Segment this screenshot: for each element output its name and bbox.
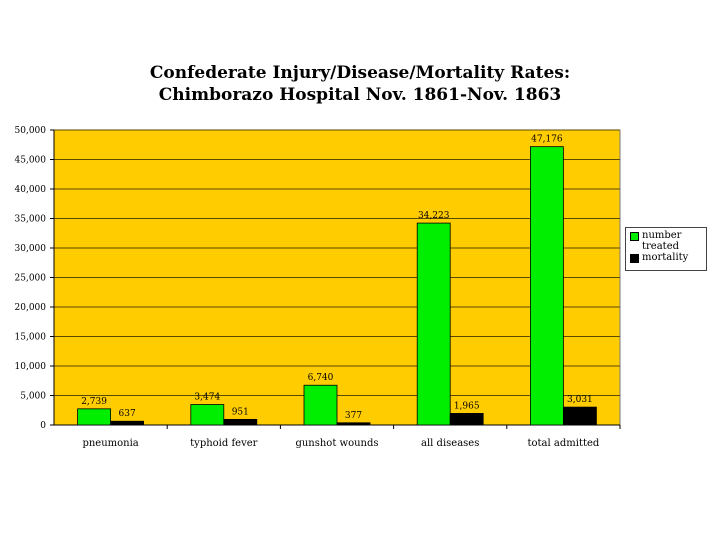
y-tick-label: 25,000 [15,274,47,284]
bar-number-treated [530,146,564,426]
data-label: 47,176 [531,135,563,145]
data-label: 3,031 [567,395,593,405]
legend: number treated mortality [625,227,707,271]
bar-mortality [449,413,484,426]
data-label: 637 [119,409,136,419]
data-label: 1,965 [454,401,480,411]
x-tick-label: typhoid fever [190,438,257,449]
data-label: 377 [345,411,362,421]
legend-item-number-treated: number treated [630,230,706,252]
y-tick-label: 20,000 [15,303,47,313]
legend-label: number treated [642,230,682,252]
legend-swatch-green [630,232,639,241]
data-label: 6,740 [308,373,334,383]
legend-label: mortality [642,252,689,263]
legend-swatch-black [630,254,639,263]
chart-title-line-1: Confederate Injury/Disease/Mortality Rat… [149,63,571,83]
y-tick-label: 10,000 [15,362,47,372]
bar-mortality [563,406,597,426]
data-label: 3,474 [194,393,220,403]
bar-mortality [110,420,144,426]
bar-number-treated [190,404,225,426]
x-tick-label: total admitted [528,438,600,449]
x-tick-label: pneumonia [82,438,138,449]
data-label: 951 [232,407,249,417]
data-label: 34,223 [418,211,450,221]
bar-mortality [336,422,371,426]
y-tick-label: 15,000 [15,333,47,343]
chart-title-line-2: Chimborazo Hospital Nov. 1861-Nov. 1863 [158,85,562,105]
y-tick-label: 35,000 [15,215,47,225]
y-tick-label: 0 [40,421,46,431]
data-label: 2,739 [81,397,107,407]
chart-title: Confederate Injury/Disease/Mortality Rat… [0,62,720,106]
y-tick-label: 30,000 [15,244,47,254]
x-tick-label: gunshot wounds [295,438,378,449]
y-tick-label: 50,000 [15,126,47,136]
y-tick-label: 45,000 [15,156,47,166]
bar-number-treated [303,384,338,426]
y-tick-label: 5,000 [20,392,46,402]
y-tick-label: 40,000 [15,185,47,195]
bar-mortality [223,418,258,426]
x-tick-label: all diseases [421,438,479,449]
bar-number-treated [77,408,111,426]
bar-number-treated [416,222,451,426]
legend-item-mortality: mortality [630,252,706,263]
